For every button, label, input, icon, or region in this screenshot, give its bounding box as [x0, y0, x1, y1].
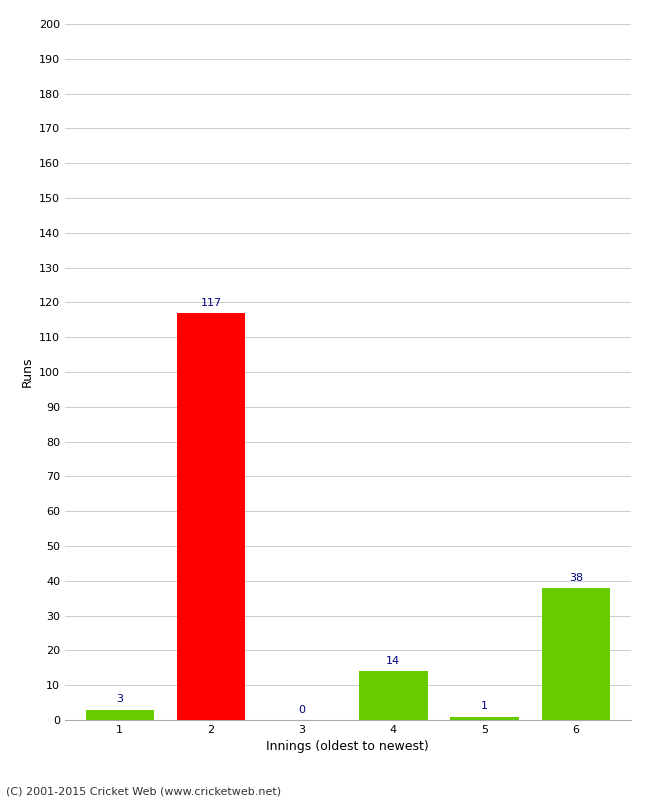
Bar — [450, 717, 519, 720]
Text: 0: 0 — [298, 705, 306, 714]
Text: 38: 38 — [569, 573, 583, 582]
X-axis label: Innings (oldest to newest): Innings (oldest to newest) — [266, 741, 429, 754]
Bar — [541, 588, 610, 720]
Bar — [177, 313, 245, 720]
Y-axis label: Runs: Runs — [20, 357, 33, 387]
Text: 3: 3 — [116, 694, 124, 704]
Text: 117: 117 — [200, 298, 222, 308]
Text: 14: 14 — [386, 656, 400, 666]
Bar — [86, 710, 154, 720]
Text: (C) 2001-2015 Cricket Web (www.cricketweb.net): (C) 2001-2015 Cricket Web (www.cricketwe… — [6, 786, 281, 796]
Bar — [359, 671, 428, 720]
Text: 1: 1 — [481, 702, 488, 711]
